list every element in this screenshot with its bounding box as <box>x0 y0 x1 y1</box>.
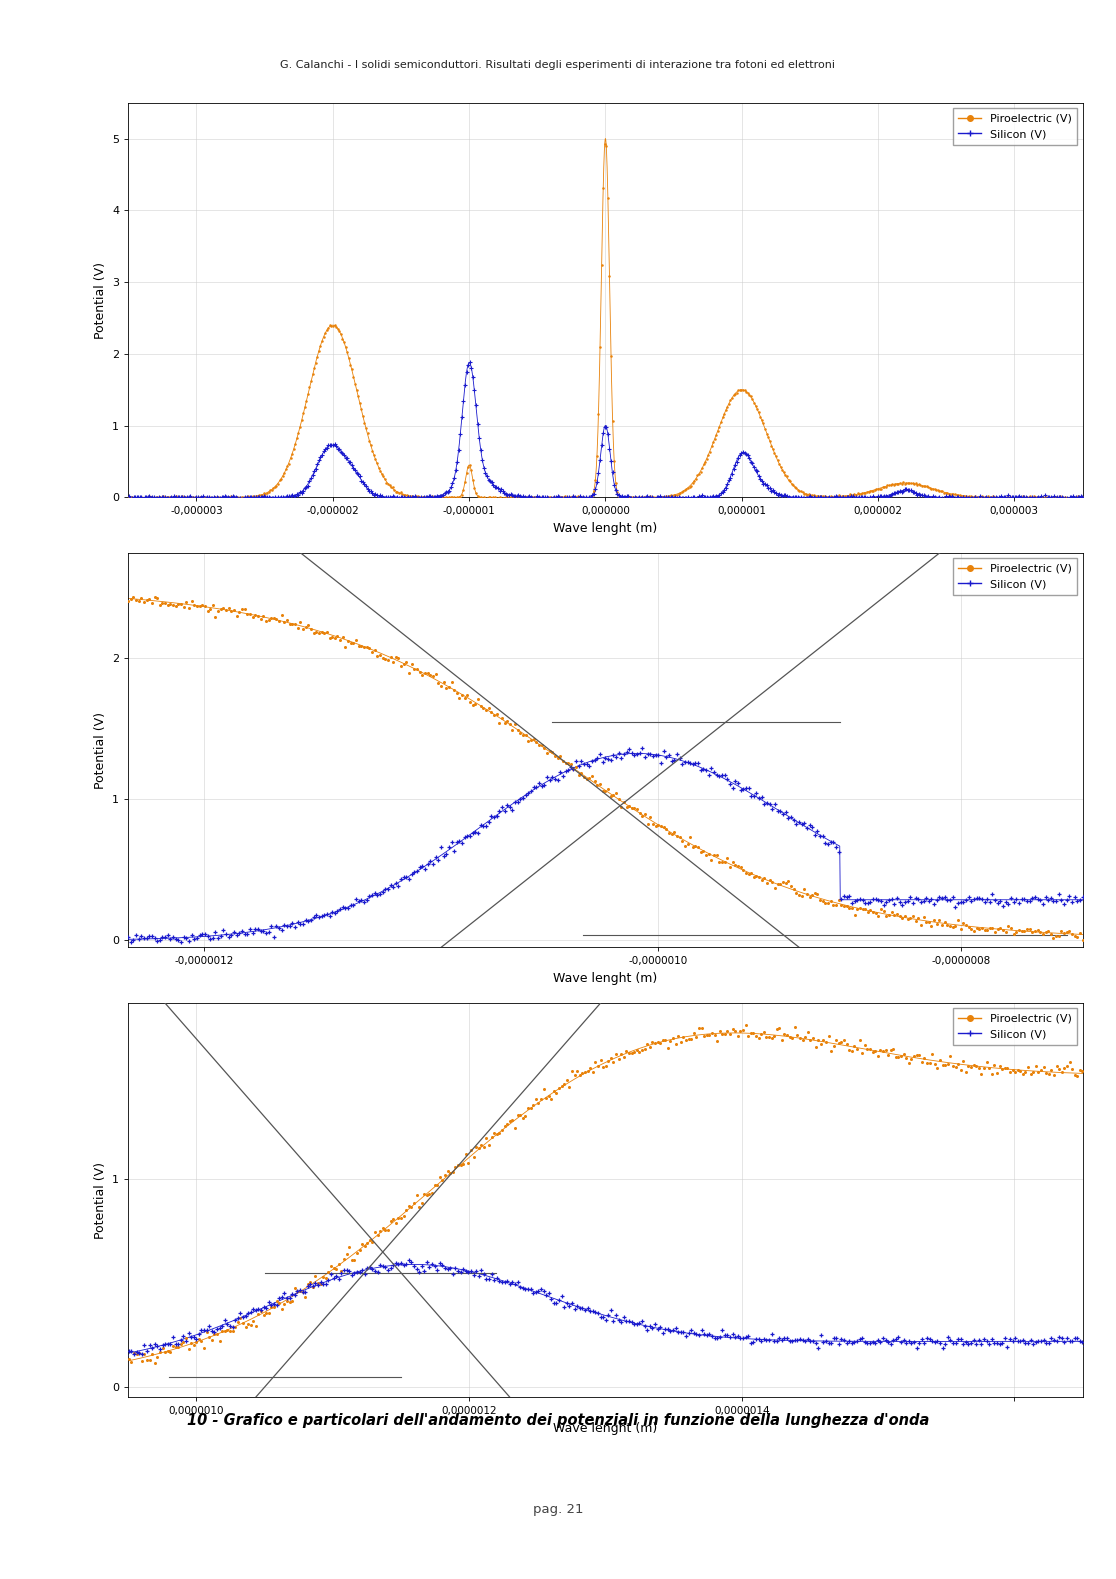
X-axis label: Wave lenght (m): Wave lenght (m) <box>554 523 657 535</box>
Text: G. Calanchi - I solidi semiconduttori. Risultati degli esperimenti di interazion: G. Calanchi - I solidi semiconduttori. R… <box>280 60 836 69</box>
Legend: Piroelectric (V), Silicon (V): Piroelectric (V), Silicon (V) <box>953 109 1077 145</box>
X-axis label: Wave lenght (m): Wave lenght (m) <box>554 973 657 985</box>
Y-axis label: Potential (V): Potential (V) <box>94 712 107 788</box>
Y-axis label: Potential (V): Potential (V) <box>94 1162 107 1238</box>
Text: pag. 21: pag. 21 <box>532 1503 584 1516</box>
Legend: Piroelectric (V), Silicon (V): Piroelectric (V), Silicon (V) <box>953 1009 1077 1045</box>
Legend: Piroelectric (V), Silicon (V): Piroelectric (V), Silicon (V) <box>953 559 1077 595</box>
X-axis label: Wave lenght (m): Wave lenght (m) <box>554 1423 657 1435</box>
Y-axis label: Potential (V): Potential (V) <box>94 262 107 338</box>
Text: 10 - Grafico e particolari dell'andamento dei potenziali in funzione della lungh: 10 - Grafico e particolari dell'andament… <box>186 1413 930 1427</box>
